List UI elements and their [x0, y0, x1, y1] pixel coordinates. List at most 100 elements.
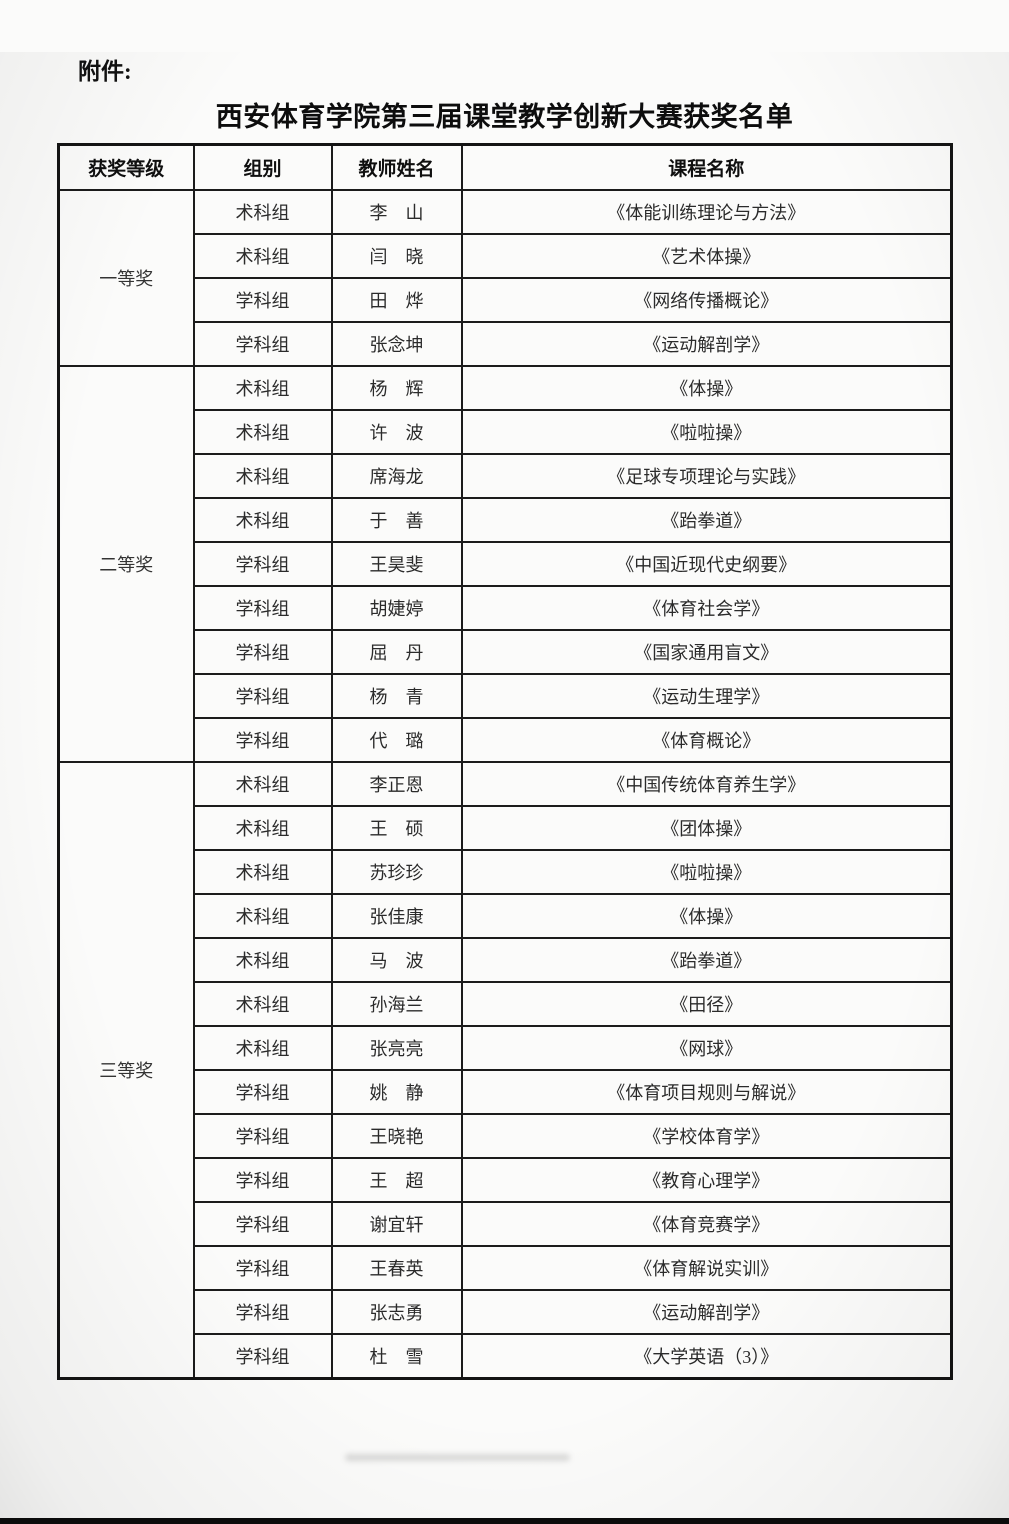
group-cell: 术科组: [192, 189, 333, 235]
teacher-cell: 杜 雪: [330, 1333, 463, 1380]
table-row: 三等奖 术科组 李正恩 《中国传统体育养生学》: [57, 761, 953, 1380]
table-row: 术科组 张亮亮 《网球》: [59, 1025, 953, 1071]
course-cell: 《网络传播概论》: [460, 277, 953, 323]
course-cell: 《教育心理学》: [460, 1157, 953, 1203]
table-row: 学科组王 超《教育心理学》: [59, 1157, 953, 1203]
course-cell: 《中国传统体育养生学》: [460, 761, 953, 807]
course-cell: 《体操》: [460, 365, 953, 411]
teacher-cell: 李 山: [330, 189, 463, 235]
teacher-cell: 杨 辉: [330, 365, 463, 411]
column-header-teacher-name: 教师姓名: [330, 143, 463, 191]
group-cell: 术科组: [192, 761, 333, 807]
table-row: 术科组 张佳康 《体操》: [59, 893, 953, 939]
table-row: 学科组姚 静《体育项目规则与解说》: [59, 1069, 953, 1115]
course-cell: 《跆拳道》: [460, 937, 953, 983]
table-row: 学科组屈 丹《国家通用盲文》: [59, 629, 953, 675]
table-row: 学科组 谢宜轩 《体育竞赛学》: [59, 1201, 953, 1247]
group-cell: 术科组: [192, 981, 333, 1027]
table-row: 术科组闫 晓《艺术体操》: [59, 233, 953, 279]
teacher-cell: 王晓艳: [330, 1113, 463, 1159]
course-cell: 《艺术体操》: [460, 233, 953, 279]
group-cell: 学科组: [192, 1289, 333, 1335]
table-row: 学科组代 璐《体育概论》: [59, 717, 953, 763]
attachment-label: 附件:: [78, 59, 132, 84]
teacher-cell: 田 烨: [330, 277, 463, 323]
teacher-cell: 张念坤: [330, 321, 463, 367]
course-cell: 《体育社会学》: [460, 585, 953, 631]
teacher-cell: 李正恩: [330, 761, 463, 807]
course-cell: 《网球》: [460, 1025, 953, 1071]
group-cell: 术科组: [192, 805, 333, 851]
column-header-group: 组别: [192, 143, 333, 191]
page-title: 西安体育学院第三届课堂教学创新大赛获奖名单: [215, 102, 794, 132]
teacher-cell: 苏珍珍: [330, 849, 463, 895]
course-cell: 《国家通用盲文》: [460, 629, 953, 675]
teacher-cell: 屈 丹: [330, 629, 463, 675]
group-cell: 术科组: [192, 937, 333, 983]
group-cell: 学科组: [192, 1113, 333, 1159]
course-cell: 《团体操》: [460, 805, 953, 851]
teacher-cell: 孙海兰: [330, 981, 463, 1027]
table-row: 学科组 王晓艳 《学校体育学》: [59, 1113, 953, 1159]
course-cell: 《运动生理学》: [460, 673, 953, 719]
course-cell: 《运动解剖学》: [460, 321, 953, 367]
table-row: 术科组许 波《啦啦操》: [59, 409, 953, 455]
table-row: 术科组 孙海兰 《田径》: [59, 981, 953, 1027]
group-cell: 术科组: [192, 233, 333, 279]
teacher-cell: 杨 青: [330, 673, 463, 719]
teacher-cell: 张志勇: [330, 1289, 463, 1335]
group-cell: 学科组: [192, 541, 333, 587]
table-header-row: 获奖等级 组别 教师姓名 课程名称: [57, 143, 953, 191]
teacher-cell: 张佳康: [330, 893, 463, 939]
teacher-cell: 许 波: [330, 409, 463, 455]
teacher-cell: 代 璐: [330, 717, 463, 763]
table-row: 学科组 王昊斐 《中国近现代史纲要》: [59, 541, 953, 587]
table-row: 学科组 胡婕婷 《体育社会学》: [59, 585, 953, 631]
course-cell: 《啦啦操》: [460, 409, 953, 455]
teacher-cell: 王 超: [330, 1157, 463, 1203]
teacher-cell: 王春英: [330, 1245, 463, 1291]
group-cell: 学科组: [192, 1245, 333, 1291]
course-cell: 《运动解剖学》: [460, 1289, 953, 1335]
course-cell: 《体育概论》: [460, 717, 953, 763]
teacher-cell: 席海龙: [330, 453, 463, 499]
award-level-cell: 三等奖: [57, 761, 195, 1380]
group-cell: 学科组: [192, 1333, 333, 1380]
table-row: 学科组 王春英 《体育解说实训》: [59, 1245, 953, 1291]
group-cell: 术科组: [192, 365, 333, 411]
award-level-cell: 一等奖: [57, 189, 195, 367]
course-cell: 《足球专项理论与实践》: [460, 453, 953, 499]
teacher-cell: 闫 晓: [330, 233, 463, 279]
table-row: 术科组 席海龙 《足球专项理论与实践》: [59, 453, 953, 499]
group-cell: 学科组: [192, 629, 333, 675]
course-cell: 《啦啦操》: [460, 849, 953, 895]
teacher-cell: 于 善: [330, 497, 463, 543]
teacher-cell: 马 波: [330, 937, 463, 983]
column-header-course-name: 课程名称: [460, 143, 953, 191]
table-row: 术科组王 硕《团体操》: [59, 805, 953, 851]
course-cell: 《体操》: [460, 893, 953, 939]
award-level-cell: 二等奖: [57, 365, 195, 763]
course-cell: 《学校体育学》: [460, 1113, 953, 1159]
table-row: 术科组于 善《跆拳道》: [59, 497, 953, 543]
teacher-cell: 王 硕: [330, 805, 463, 851]
table-row: 术科组马 波《跆拳道》: [59, 937, 953, 983]
course-cell: 《体育解说实训》: [460, 1245, 953, 1291]
group-cell: 术科组: [192, 849, 333, 895]
teacher-cell: 张亮亮: [330, 1025, 463, 1071]
teacher-cell: 胡婕婷: [330, 585, 463, 631]
course-cell: 《中国近现代史纲要》: [460, 541, 953, 587]
course-cell: 《田径》: [460, 981, 953, 1027]
course-cell: 《体能训练理论与方法》: [460, 189, 953, 235]
group-cell: 学科组: [192, 1157, 333, 1203]
group-cell: 术科组: [192, 1025, 333, 1071]
group-cell: 学科组: [192, 321, 333, 367]
teacher-cell: 姚 静: [330, 1069, 463, 1115]
table-row: 学科组杜 雪《大学英语（3）》: [59, 1333, 953, 1380]
photo-bottom-edge: [0, 1518, 1009, 1524]
group-cell: 术科组: [192, 497, 333, 543]
table-row: 术科组 苏珍珍 《啦啦操》: [59, 849, 953, 895]
teacher-cell: 王昊斐: [330, 541, 463, 587]
table-row: 学科组 张念坤 《运动解剖学》: [59, 321, 953, 367]
group-cell: 术科组: [192, 893, 333, 939]
